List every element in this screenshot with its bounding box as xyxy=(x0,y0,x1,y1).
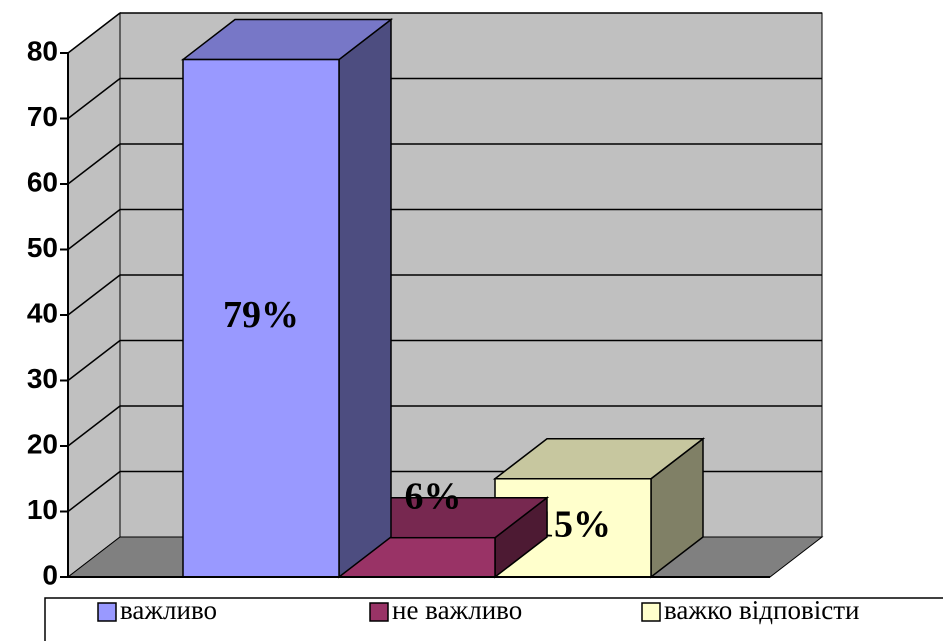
y-tick-label: 70 xyxy=(27,101,58,132)
legend-label: важко відповісти xyxy=(664,595,859,625)
grid-line xyxy=(67,208,121,251)
grid-line xyxy=(67,77,121,120)
y-tick-label: 80 xyxy=(27,35,58,66)
grid-line xyxy=(67,470,121,513)
y-tick-label: 30 xyxy=(27,363,58,394)
grid-line xyxy=(67,274,121,316)
grid-line xyxy=(67,405,121,447)
grid-line xyxy=(67,339,121,382)
grid-line xyxy=(67,143,121,185)
y-tick-label: 20 xyxy=(27,428,58,459)
bar: 15% xyxy=(492,437,706,579)
y-tick-label: 50 xyxy=(27,232,58,263)
legend-box xyxy=(44,597,943,641)
legend-swatch xyxy=(641,602,661,622)
value-label: 79% xyxy=(223,294,299,336)
bar-front xyxy=(182,58,340,578)
value-label: 6% xyxy=(405,475,462,517)
y-tick-label: 0 xyxy=(42,559,58,590)
grid-line xyxy=(67,12,121,54)
legend-swatch xyxy=(369,602,389,622)
bar: 79% xyxy=(180,18,394,579)
bar-side xyxy=(338,18,392,579)
legend-label: важливо xyxy=(120,595,217,625)
y-tick-label: 40 xyxy=(27,297,58,328)
legend-label: не важливо xyxy=(392,595,522,625)
y-tick-label: 60 xyxy=(27,166,58,197)
legend-swatch xyxy=(97,602,117,622)
y-tick-label: 10 xyxy=(27,494,58,525)
